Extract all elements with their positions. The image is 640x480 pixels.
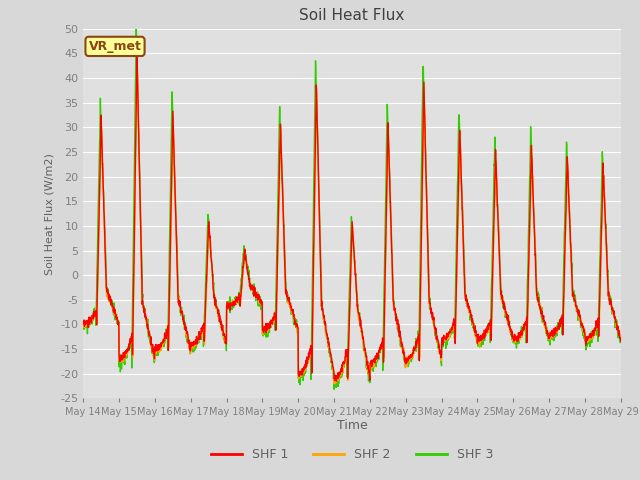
SHF 3: [132, 20, 140, 26]
SHF 1: [230, 299, 237, 305]
SHF 3: [79, 322, 87, 328]
X-axis label: Time: Time: [337, 419, 367, 432]
SHF 2: [617, 337, 625, 343]
SHF 2: [133, 60, 141, 66]
SHF 3: [330, 386, 338, 392]
SHF 3: [230, 300, 237, 306]
SHF 2: [380, 339, 387, 345]
Line: SHF 3: SHF 3: [83, 23, 621, 389]
SHF 1: [617, 338, 625, 344]
SHF 3: [368, 367, 376, 372]
SHF 2: [368, 362, 376, 368]
SHF 1: [585, 334, 593, 339]
SHF 1: [333, 378, 340, 384]
Legend: SHF 1, SHF 2, SHF 3: SHF 1, SHF 2, SHF 3: [205, 443, 499, 466]
Line: SHF 2: SHF 2: [83, 63, 621, 384]
SHF 3: [570, 288, 577, 293]
SHF 1: [380, 360, 387, 365]
SHF 2: [585, 338, 593, 344]
SHF 2: [230, 298, 237, 304]
Line: SHF 1: SHF 1: [83, 53, 621, 381]
SHF 1: [368, 364, 376, 370]
SHF 2: [330, 381, 338, 387]
SHF 3: [380, 322, 387, 327]
SHF 2: [509, 337, 516, 343]
Title: Soil Heat Flux: Soil Heat Flux: [300, 9, 404, 24]
Y-axis label: Soil Heat Flux (W/m2): Soil Heat Flux (W/m2): [45, 153, 54, 275]
SHF 3: [617, 335, 625, 341]
Text: VR_met: VR_met: [88, 40, 141, 53]
SHF 1: [509, 334, 516, 340]
SHF 3: [585, 341, 593, 347]
SHF 1: [570, 292, 577, 298]
SHF 3: [509, 331, 516, 337]
SHF 2: [570, 295, 577, 301]
SHF 1: [133, 50, 141, 56]
SHF 1: [79, 318, 87, 324]
SHF 2: [79, 324, 87, 330]
